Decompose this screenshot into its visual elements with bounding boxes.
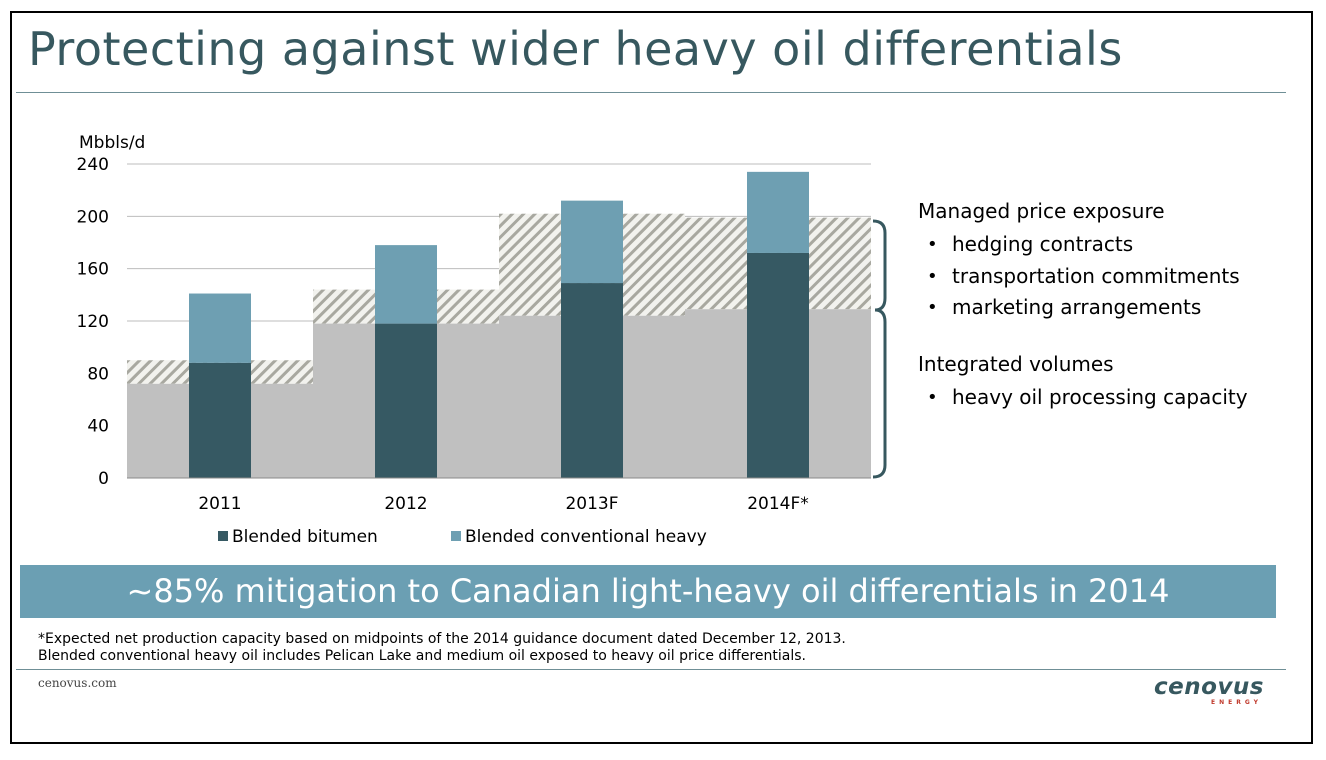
y-tick-label: 240 [77,155,109,175]
x-tick-label: 2013F [565,494,618,514]
managed-exposure-heading: Managed price exposure [918,199,1165,223]
list-item: transportation commitments [927,261,1240,293]
y-tick-label: 160 [77,260,109,280]
curly-brace [872,219,887,479]
x-tick-label: 2011 [198,494,241,514]
x-tick-label: 2014F* [747,494,809,514]
integrated-volumes-group: Integrated volumes heavy oil processing … [918,352,1248,414]
bar-segment [561,200,623,284]
title-divider [16,92,1286,93]
x-tick-label: 2012 [384,494,427,514]
y-tick-label: 200 [77,207,109,227]
bar-segment [189,293,251,363]
footnote: *Expected net production capacity based … [38,631,846,665]
legend-swatch [451,531,461,541]
logo-wordmark: cenovus [1154,674,1264,700]
y-tick-label: 0 [98,469,109,489]
logo-subtext: ENERGY [1211,699,1262,706]
bar-segment [189,362,251,478]
y-tick-label: 40 [87,417,109,437]
managed-exposure-group: Managed price exposure hedging contracts… [918,199,1240,324]
list-item: heavy oil processing capacity [927,382,1248,414]
managed-exposure-list: hedging contracts transportation commitm… [918,229,1240,324]
bar-segment [747,252,809,478]
page-title: Protecting against wider heavy oil diffe… [28,22,1123,76]
bar-segment [375,323,437,478]
bar-segment [561,283,623,478]
footnote-line-1: *Expected net production capacity based … [38,631,846,647]
bar-segment [747,171,809,253]
footnote-line-2: Blended conventional heavy oil includes … [38,648,806,664]
integrated-volumes-heading: Integrated volumes [918,352,1114,376]
integrated-volumes-list: heavy oil processing capacity [918,382,1248,414]
y-tick-label: 120 [77,312,109,332]
legend-label: Blended conventional heavy [465,527,707,547]
y-axis-label: Mbbls/d [79,133,145,153]
footer-divider [16,669,1286,670]
list-item: hedging contracts [927,229,1240,261]
website-link[interactable]: cenovus.com [38,676,117,690]
list-item: marketing arrangements [927,292,1240,324]
cenovus-logo: cenovus ENERGY [1154,675,1264,706]
y-tick-label: 80 [87,364,109,384]
bar-segment [375,245,437,324]
legend-swatch [218,531,228,541]
mitigation-banner: ~85% mitigation to Canadian light-heavy … [20,565,1276,618]
legend-label: Blended bitumen [232,527,378,547]
